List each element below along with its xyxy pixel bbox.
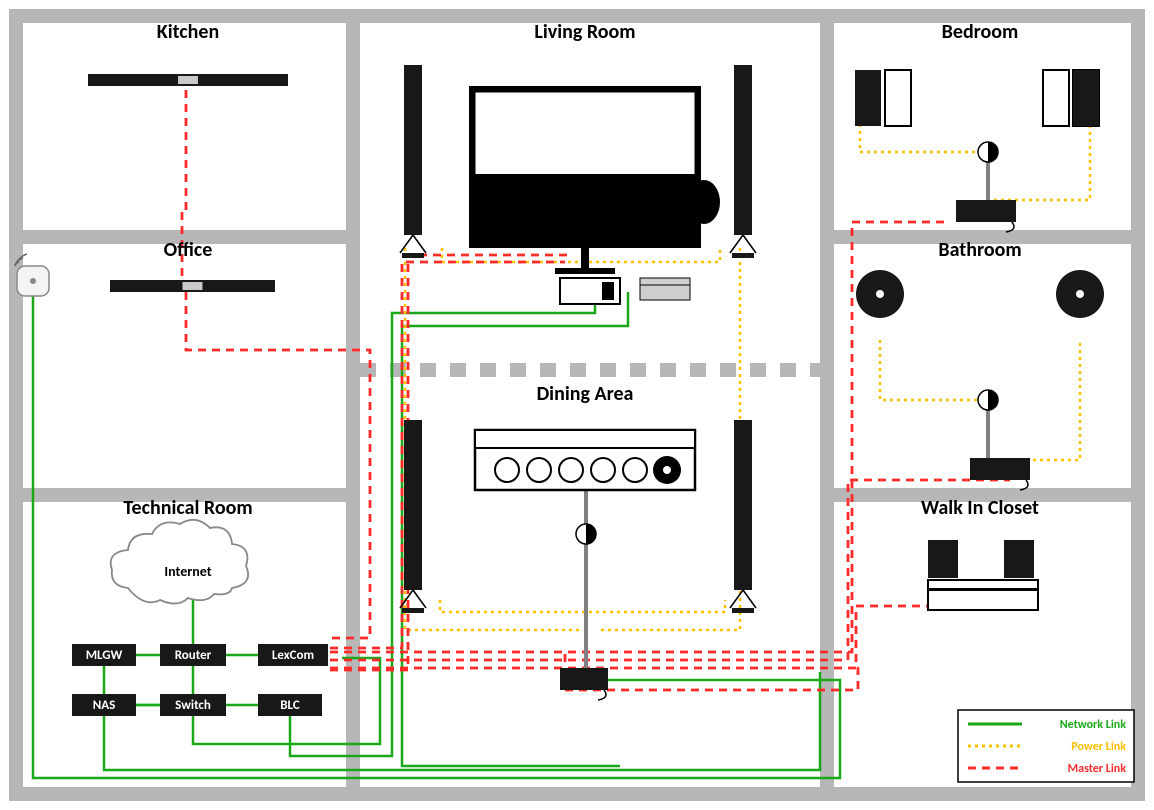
room-label: Bedroom (942, 20, 1019, 44)
svg-text:LexCom: LexCom (272, 648, 314, 663)
floorplan-diagram: Kitchen Office Technical Room Living Room Di… (0, 0, 1154, 810)
svg-text:BLC: BLC (280, 698, 300, 713)
room-label: Technical Room (123, 496, 252, 520)
svg-text:NAS: NAS (93, 698, 116, 713)
svg-text:Internet: Internet (164, 563, 211, 580)
svg-text:Switch: Switch (175, 698, 211, 713)
room-label: Living Room (534, 20, 635, 44)
room-label: Kitchen (157, 20, 219, 44)
room-label: Bathroom (938, 238, 1021, 262)
svg-text:Network Link: Network Link (1060, 718, 1127, 732)
room-label: Walk In Closet (921, 496, 1039, 520)
room-label: Office (164, 238, 213, 262)
svg-text:MLGW: MLGW (86, 648, 123, 663)
svg-text:Router: Router (175, 648, 212, 663)
svg-text:Power Link: Power Link (1071, 740, 1126, 754)
svg-text:Master Link: Master Link (1068, 762, 1127, 776)
room-label: Dining Area (537, 382, 634, 406)
